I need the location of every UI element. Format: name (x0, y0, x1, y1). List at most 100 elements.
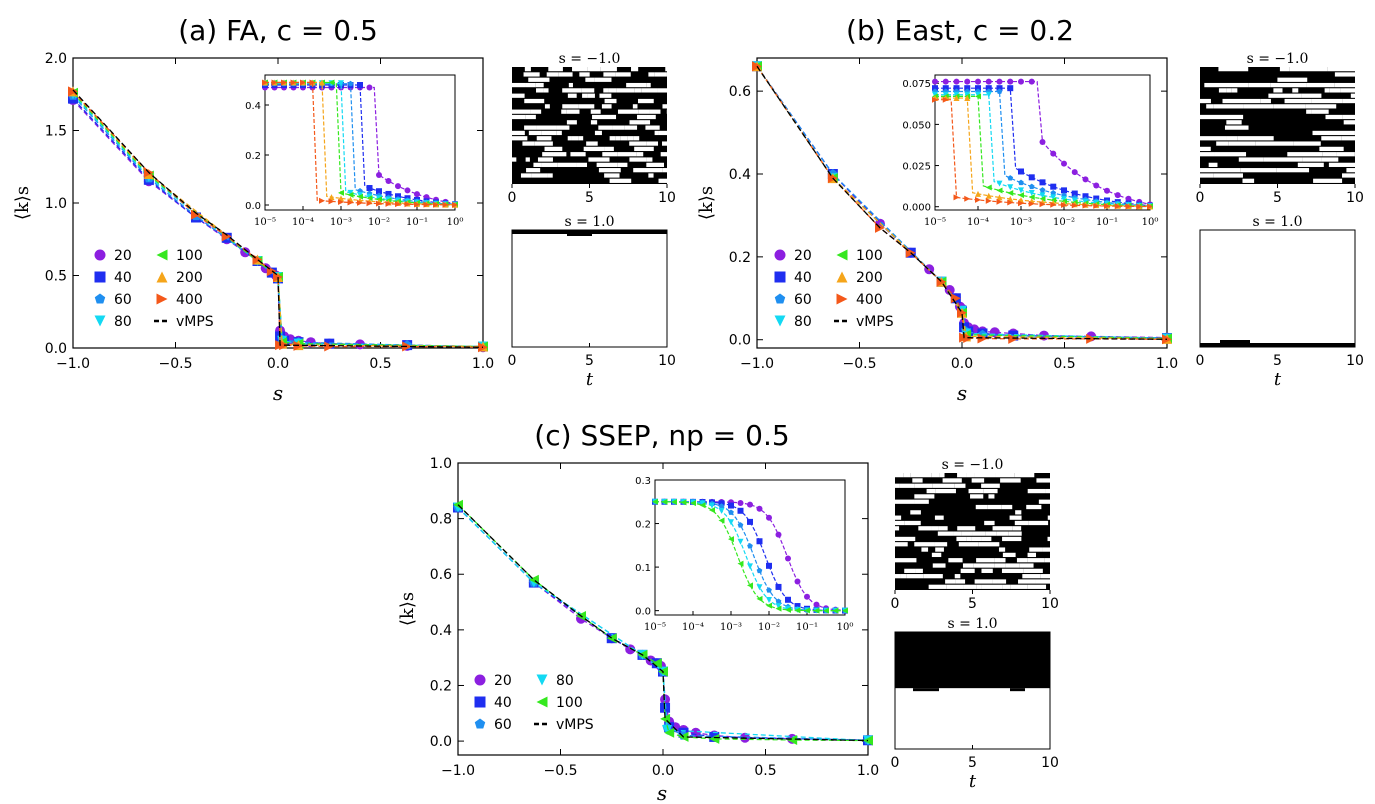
trajectory-segment (910, 510, 921, 515)
trajectory-x-tick-label: 0 (1196, 190, 1205, 206)
inset-point (794, 603, 801, 610)
trajectory-segment (1273, 88, 1283, 93)
trajectory-band (895, 632, 1050, 689)
inset-point (690, 500, 696, 507)
trajectory-segment (638, 98, 654, 104)
trajectory-segment (594, 130, 602, 136)
inset-x-tick-label: 10⁻⁵ (924, 217, 946, 228)
inset-point (756, 505, 763, 512)
trajectory-segment (998, 547, 1006, 552)
inset-point (996, 198, 1003, 205)
inset-x-tick-label: 10⁻² (1053, 217, 1075, 228)
trajectory-segment (1213, 104, 1244, 109)
inset-point (1039, 192, 1046, 199)
legend-label: 60 (114, 292, 132, 308)
trajectory-segment (620, 136, 628, 141)
trajectory-segment (648, 173, 654, 178)
trajectory-segment (1226, 88, 1232, 93)
data-point (324, 341, 335, 352)
trajectory-segment (981, 568, 993, 573)
trajectory-segment (634, 146, 654, 152)
trajectory-segment (609, 136, 616, 141)
inset-point (357, 199, 363, 206)
inset-point (996, 194, 1003, 201)
trajectory-segment (600, 67, 617, 72)
trajectory-segment (562, 88, 582, 93)
inset-point (1007, 189, 1014, 196)
inset-point (652, 498, 658, 505)
trajectory-segment (583, 146, 605, 152)
trajectory-segment (981, 536, 992, 542)
inset-point (1082, 202, 1089, 209)
inset-point (376, 172, 382, 178)
inset-line (935, 87, 1151, 207)
trajectory-segment (525, 82, 536, 88)
trajectory-segment (602, 152, 618, 157)
trajectory-segment (609, 178, 632, 183)
trajectory-segment (662, 104, 667, 109)
trajectory-segment (1042, 478, 1050, 483)
trajectory-segment (586, 141, 598, 146)
trajectory-segment (524, 125, 537, 130)
inset-point (728, 536, 734, 543)
legend-marker (536, 696, 548, 708)
trajectory-segment (1263, 157, 1303, 162)
inset-x-tick-label: 10⁻¹ (1096, 217, 1118, 228)
trajectory-segment (1228, 141, 1256, 146)
inset-point (1071, 169, 1078, 176)
trajectory-x-tick-label: 10 (1041, 755, 1059, 771)
trajectory-segment (558, 72, 573, 77)
trajectory-segment (566, 109, 580, 114)
inset-point (775, 605, 782, 612)
legend-marker (94, 271, 106, 283)
inset-point (1018, 200, 1024, 207)
inset-point (1028, 78, 1035, 85)
trajectory-segment (1302, 157, 1322, 162)
trajectory-band (512, 230, 667, 234)
legend-label: 40 (114, 270, 132, 286)
inset-point (747, 543, 753, 549)
trajectory-segment (658, 178, 667, 183)
trajectory-segment (935, 488, 956, 494)
trajectory-segment (567, 93, 577, 98)
trajectory-segment (970, 494, 984, 499)
data-point (402, 341, 413, 352)
trajectory-segment (1047, 515, 1050, 520)
trajectory-segment (566, 120, 577, 125)
trajectory-segment (1321, 136, 1342, 141)
trajectory-segment (522, 141, 535, 146)
data-point (1086, 333, 1097, 344)
trajectory-segment (536, 136, 552, 141)
legend-label: 400 (856, 292, 883, 308)
trajectory-segment (543, 88, 549, 93)
legend-label: 80 (114, 314, 132, 330)
inset-series-400 (262, 79, 458, 208)
inset-point (1028, 200, 1035, 207)
trajectory-segment (1028, 520, 1049, 526)
inset-point (932, 96, 938, 103)
inset-point (996, 85, 1003, 92)
trajectory-segment (1040, 574, 1050, 579)
trajectory-segment (926, 488, 936, 494)
trajectory-segment (997, 579, 1007, 584)
trajectory-segment (578, 104, 595, 109)
x-tick-label: 0.0 (951, 356, 973, 372)
inset-point (832, 607, 839, 614)
trajectory-segment (1200, 98, 1211, 104)
trajectory-segment (968, 488, 984, 494)
trajectory-segment (1027, 552, 1037, 558)
inset-point (1007, 78, 1014, 85)
y-tick-label: 1.5 (45, 124, 67, 140)
x-axis-label: s (957, 381, 967, 405)
inset-point (395, 201, 401, 208)
trajectory-segment (1014, 520, 1029, 526)
trajectory-segment (1313, 178, 1343, 183)
inset-point (737, 522, 744, 528)
trajectory-segment (1029, 547, 1043, 552)
inset-point (964, 95, 971, 102)
trajectory-segment (525, 114, 536, 120)
trajectory-segment (1319, 146, 1344, 152)
trajectory-segment (567, 136, 572, 141)
inset-point (737, 538, 744, 545)
trajectory-segment (1226, 136, 1238, 141)
